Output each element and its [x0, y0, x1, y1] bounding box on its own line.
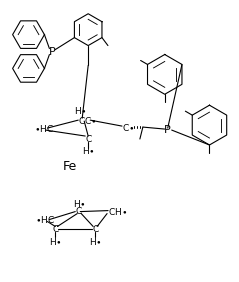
Text: C: C — [85, 135, 91, 144]
Text: C: C — [75, 207, 81, 216]
Text: $\bullet$HC: $\bullet$HC — [33, 123, 54, 134]
Text: C: C — [92, 225, 98, 234]
Text: H$\bullet$: H$\bullet$ — [89, 236, 102, 247]
Text: CH$\bullet$: CH$\bullet$ — [108, 206, 127, 217]
Text: H$\bullet$: H$\bullet$ — [74, 105, 87, 116]
Text: P: P — [164, 125, 171, 135]
Text: H$\bullet$: H$\bullet$ — [82, 146, 95, 157]
Text: CC$\bullet$: CC$\bullet$ — [78, 114, 97, 125]
Text: H$\bullet$: H$\bullet$ — [73, 198, 86, 209]
Text: C$\bullet$: C$\bullet$ — [122, 122, 134, 133]
Text: $\bullet$HC: $\bullet$HC — [35, 214, 56, 225]
Text: H$\bullet$: H$\bullet$ — [49, 236, 62, 247]
Text: P: P — [49, 47, 56, 56]
Text: Fe: Fe — [63, 160, 77, 173]
Text: C: C — [52, 225, 59, 234]
